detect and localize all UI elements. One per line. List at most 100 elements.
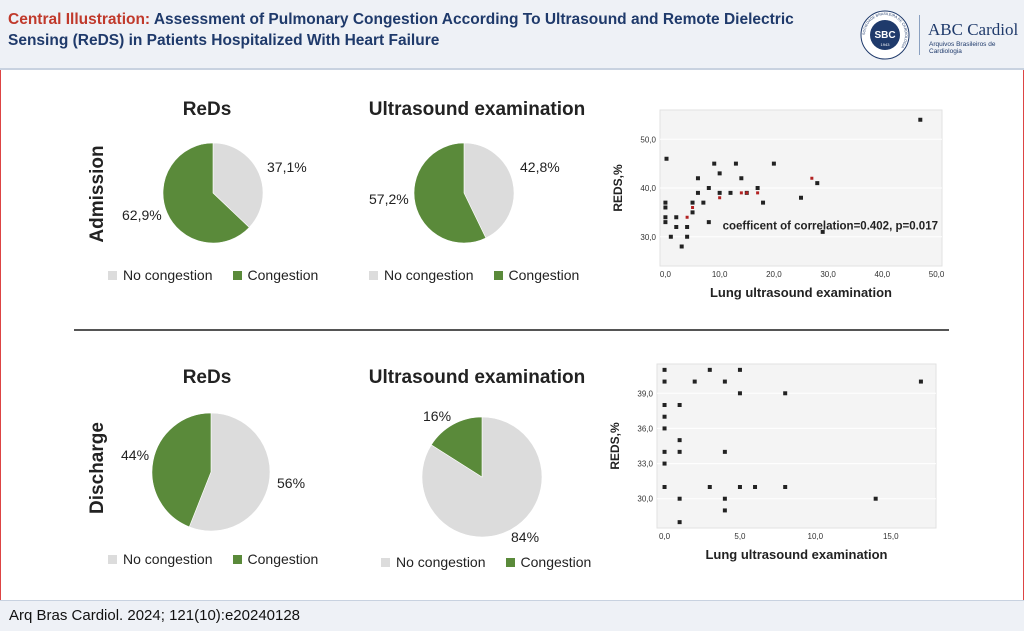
scatter-point [695, 176, 700, 181]
scatter-point [873, 496, 878, 501]
y-tick-label: 40,0 [640, 184, 656, 193]
pie-slice-congestion [162, 142, 250, 244]
scatter-point [685, 225, 690, 229]
scatter-point [737, 367, 742, 372]
legend-swatch-yes [232, 554, 242, 564]
scatter-point [820, 229, 825, 234]
scatter-point [799, 195, 803, 200]
scatter-point [662, 367, 667, 372]
y-axis-label: REDS,% [608, 422, 622, 470]
y-tick-label: 30,0 [637, 495, 653, 504]
pie-label-us-admission-no: 42,8% [520, 159, 560, 175]
sbc-seal-logo: SBC 1943 SOCIEDADE BRASILEIRA DE CARDIOL… [860, 10, 910, 60]
scatter-point [783, 485, 788, 489]
scatter-point [677, 403, 682, 407]
scatter-point [712, 161, 717, 166]
x-tick-label: 30,0 [820, 270, 836, 279]
scatter-point [685, 234, 690, 239]
legend-label-yes: Congestion [520, 554, 592, 570]
scatter-point [677, 496, 682, 501]
scatter-point [783, 391, 788, 396]
scatter-point-highlight [685, 215, 689, 219]
scatter-point [695, 190, 700, 195]
pie-label-us-discharge-no: 84% [511, 529, 540, 545]
x-axis-label: Lung ultrasound examination [705, 547, 887, 562]
reds-title-admission: ReDs [182, 99, 232, 120]
scatter-point [722, 449, 727, 454]
legend-label-yes: Congestion [247, 267, 319, 283]
legend-label-no: No congestion [396, 554, 486, 570]
scatter-point [690, 200, 695, 205]
scatter-point [733, 161, 738, 166]
x-tick-label: 5,0 [734, 532, 746, 541]
scatter-point [663, 205, 668, 210]
scatter-point-highlight [691, 206, 695, 209]
y-tick-label: 50,0 [640, 135, 656, 144]
pie-label-reds-discharge-yes: 44% [121, 447, 150, 463]
x-tick-label: 0,0 [660, 270, 672, 279]
scatter-point-highlight [739, 191, 743, 195]
scatter-point [722, 508, 727, 513]
scatter-point [662, 449, 667, 454]
pie-slice-congestion [413, 142, 487, 244]
scatter-point [674, 215, 679, 220]
scatter-point [707, 367, 712, 372]
scatter-point [662, 485, 667, 489]
scatter-point-highlight [810, 176, 814, 180]
scatter-point [753, 485, 758, 489]
title-lead: Central Illustration: [8, 11, 151, 28]
legend-swatch-no [369, 270, 378, 280]
y-axis-label: REDS,% [612, 164, 625, 212]
legend-label-yes: Congestion [508, 267, 580, 283]
title-text: Assessment of Pulmonary Congestion Accor… [8, 11, 794, 49]
legend-us-admission: No congestion Congestion [369, 267, 579, 283]
legend-swatch-no [108, 554, 117, 564]
x-tick-label: 10,0 [808, 532, 824, 541]
seal-year: 1943 [881, 42, 891, 47]
legend-swatch-yes [493, 270, 503, 280]
legend-reds-discharge: No congestion Congestion [108, 551, 318, 567]
pie-slice-no-congestion [463, 142, 515, 239]
y-tick-label: 33,0 [637, 460, 653, 469]
citation: Arq Bras Cardiol. 2024; 121(10):e2024012… [9, 607, 301, 624]
legend-label-no: No congestion [123, 267, 213, 283]
row-label-admission: Admission [87, 145, 108, 243]
y-tick-label: 30,0 [640, 233, 656, 242]
x-tick-label: 20,0 [766, 270, 782, 279]
scatter-point-highlight [756, 191, 760, 195]
logo-divider [919, 15, 920, 55]
pie-label-us-admission-yes: 57,2% [369, 191, 409, 207]
scatter-point [918, 117, 923, 122]
x-tick-label: 50,0 [929, 270, 945, 279]
scatter-point [739, 176, 744, 181]
legend-swatch-yes [232, 270, 242, 280]
pie-label-us-discharge-yes: 16% [423, 408, 452, 424]
journal-subtitle: Arquivos Brasileiros de Cardiologia [929, 41, 996, 55]
y-tick-label: 39,0 [637, 389, 653, 398]
scatter-point [717, 190, 722, 195]
scatter-point [737, 485, 742, 489]
seal-text: SBC [874, 30, 895, 41]
correlation-annotation: coefficent of correlation=0.402, p=0.017 [723, 220, 938, 232]
plot-area [656, 363, 937, 529]
scatter-point [674, 225, 679, 229]
x-tick-label: 15,0 [883, 532, 899, 541]
x-tick-label: 0,0 [659, 532, 671, 541]
scatter-point [771, 161, 776, 166]
legend-us-discharge: No congestion Congestion [381, 554, 591, 570]
scatter-point [677, 520, 682, 525]
pie-label-reds-admission-no: 37,1% [267, 159, 307, 175]
pie-label-reds-admission-yes: 62,9% [122, 207, 162, 223]
scatter-point [815, 181, 820, 186]
scatter-point [677, 449, 682, 454]
scatter-point [663, 200, 668, 205]
page-title: Central Illustration: Assessment of Pulm… [8, 9, 798, 51]
us-title-admission: Ultrasound examination [368, 99, 586, 120]
scatter-admission: 30,0 40,0 50,0 0,0 10,0 20,0 30,0 40,0 50,0 Lung … [612, 109, 945, 300]
header: Central Illustration: Assessment of Pulm… [0, 0, 1024, 70]
scatter-point [918, 379, 923, 384]
footer: Arq Bras Cardiol. 2024; 121(10):e2024012… [0, 600, 1024, 631]
reds-title-discharge: ReDs [182, 367, 232, 388]
scatter-point [722, 379, 727, 384]
row-label-discharge: Discharge [87, 422, 108, 514]
